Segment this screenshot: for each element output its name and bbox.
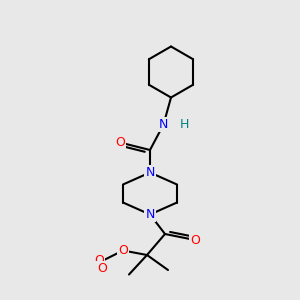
Text: O: O xyxy=(190,233,200,247)
Text: N: N xyxy=(145,208,155,221)
Text: N: N xyxy=(159,118,168,131)
Text: O: O xyxy=(94,254,104,268)
Text: H: H xyxy=(180,118,189,131)
Text: N: N xyxy=(145,166,155,179)
Text: O: O xyxy=(118,244,128,257)
Text: O: O xyxy=(97,262,107,275)
Text: O: O xyxy=(115,136,125,149)
